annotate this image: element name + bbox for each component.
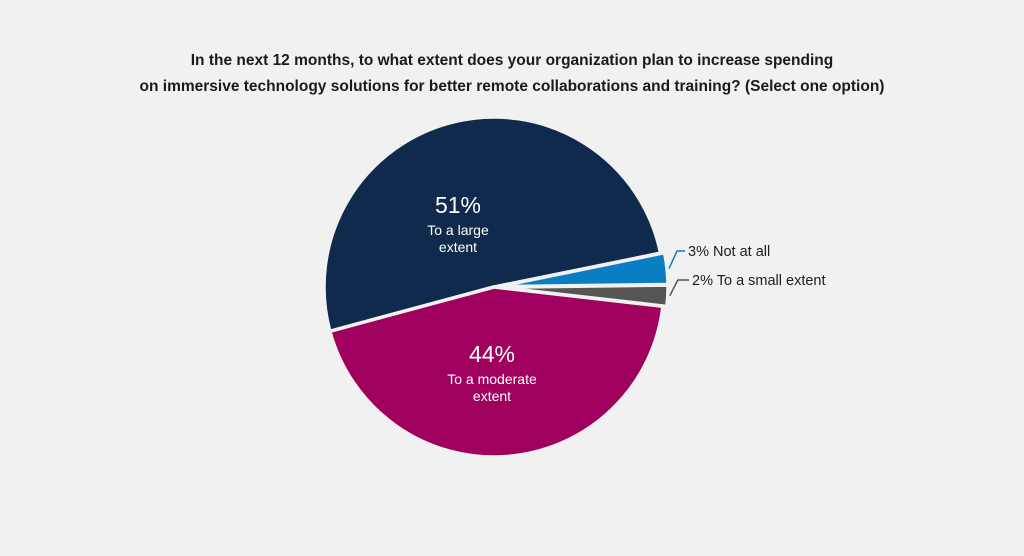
pie-slice-to-a-large-extent: [322, 115, 663, 334]
slice-category-to-a-large-extent-line-2: extent: [439, 239, 477, 255]
leader-line-not-at-all: [668, 250, 685, 269]
outside-label-to-a-small-extent: 2% To a small extent: [669, 273, 826, 297]
slice-percent-to-a-large-extent: 51%: [435, 192, 481, 218]
chart-title-line-2: on immersive technology solutions for be…: [139, 78, 885, 95]
pie-slices: [322, 115, 670, 459]
slice-category-to-a-moderate-extent-line-1: To a moderate: [447, 371, 537, 387]
pie-slice-to-a-moderate-extent: [328, 285, 665, 459]
slice-category-to-a-large-extent-line-1: To a large: [427, 222, 489, 238]
chart-title-line-1: In the next 12 months, to what extent do…: [190, 52, 834, 69]
outside-label-text-not-at-all: 3% Not at all: [688, 244, 770, 260]
outside-label-not-at-all: 3% Not at all: [668, 244, 770, 269]
slice-category-to-a-moderate-extent-line-2: extent: [473, 388, 511, 404]
leader-line-to-a-small-extent: [669, 279, 689, 297]
chart-title: In the next 12 months, to what extent do…: [0, 48, 1024, 100]
slice-percent-to-a-moderate-extent: 44%: [469, 341, 515, 367]
outside-label-text-to-a-small-extent: 2% To a small extent: [692, 273, 826, 289]
